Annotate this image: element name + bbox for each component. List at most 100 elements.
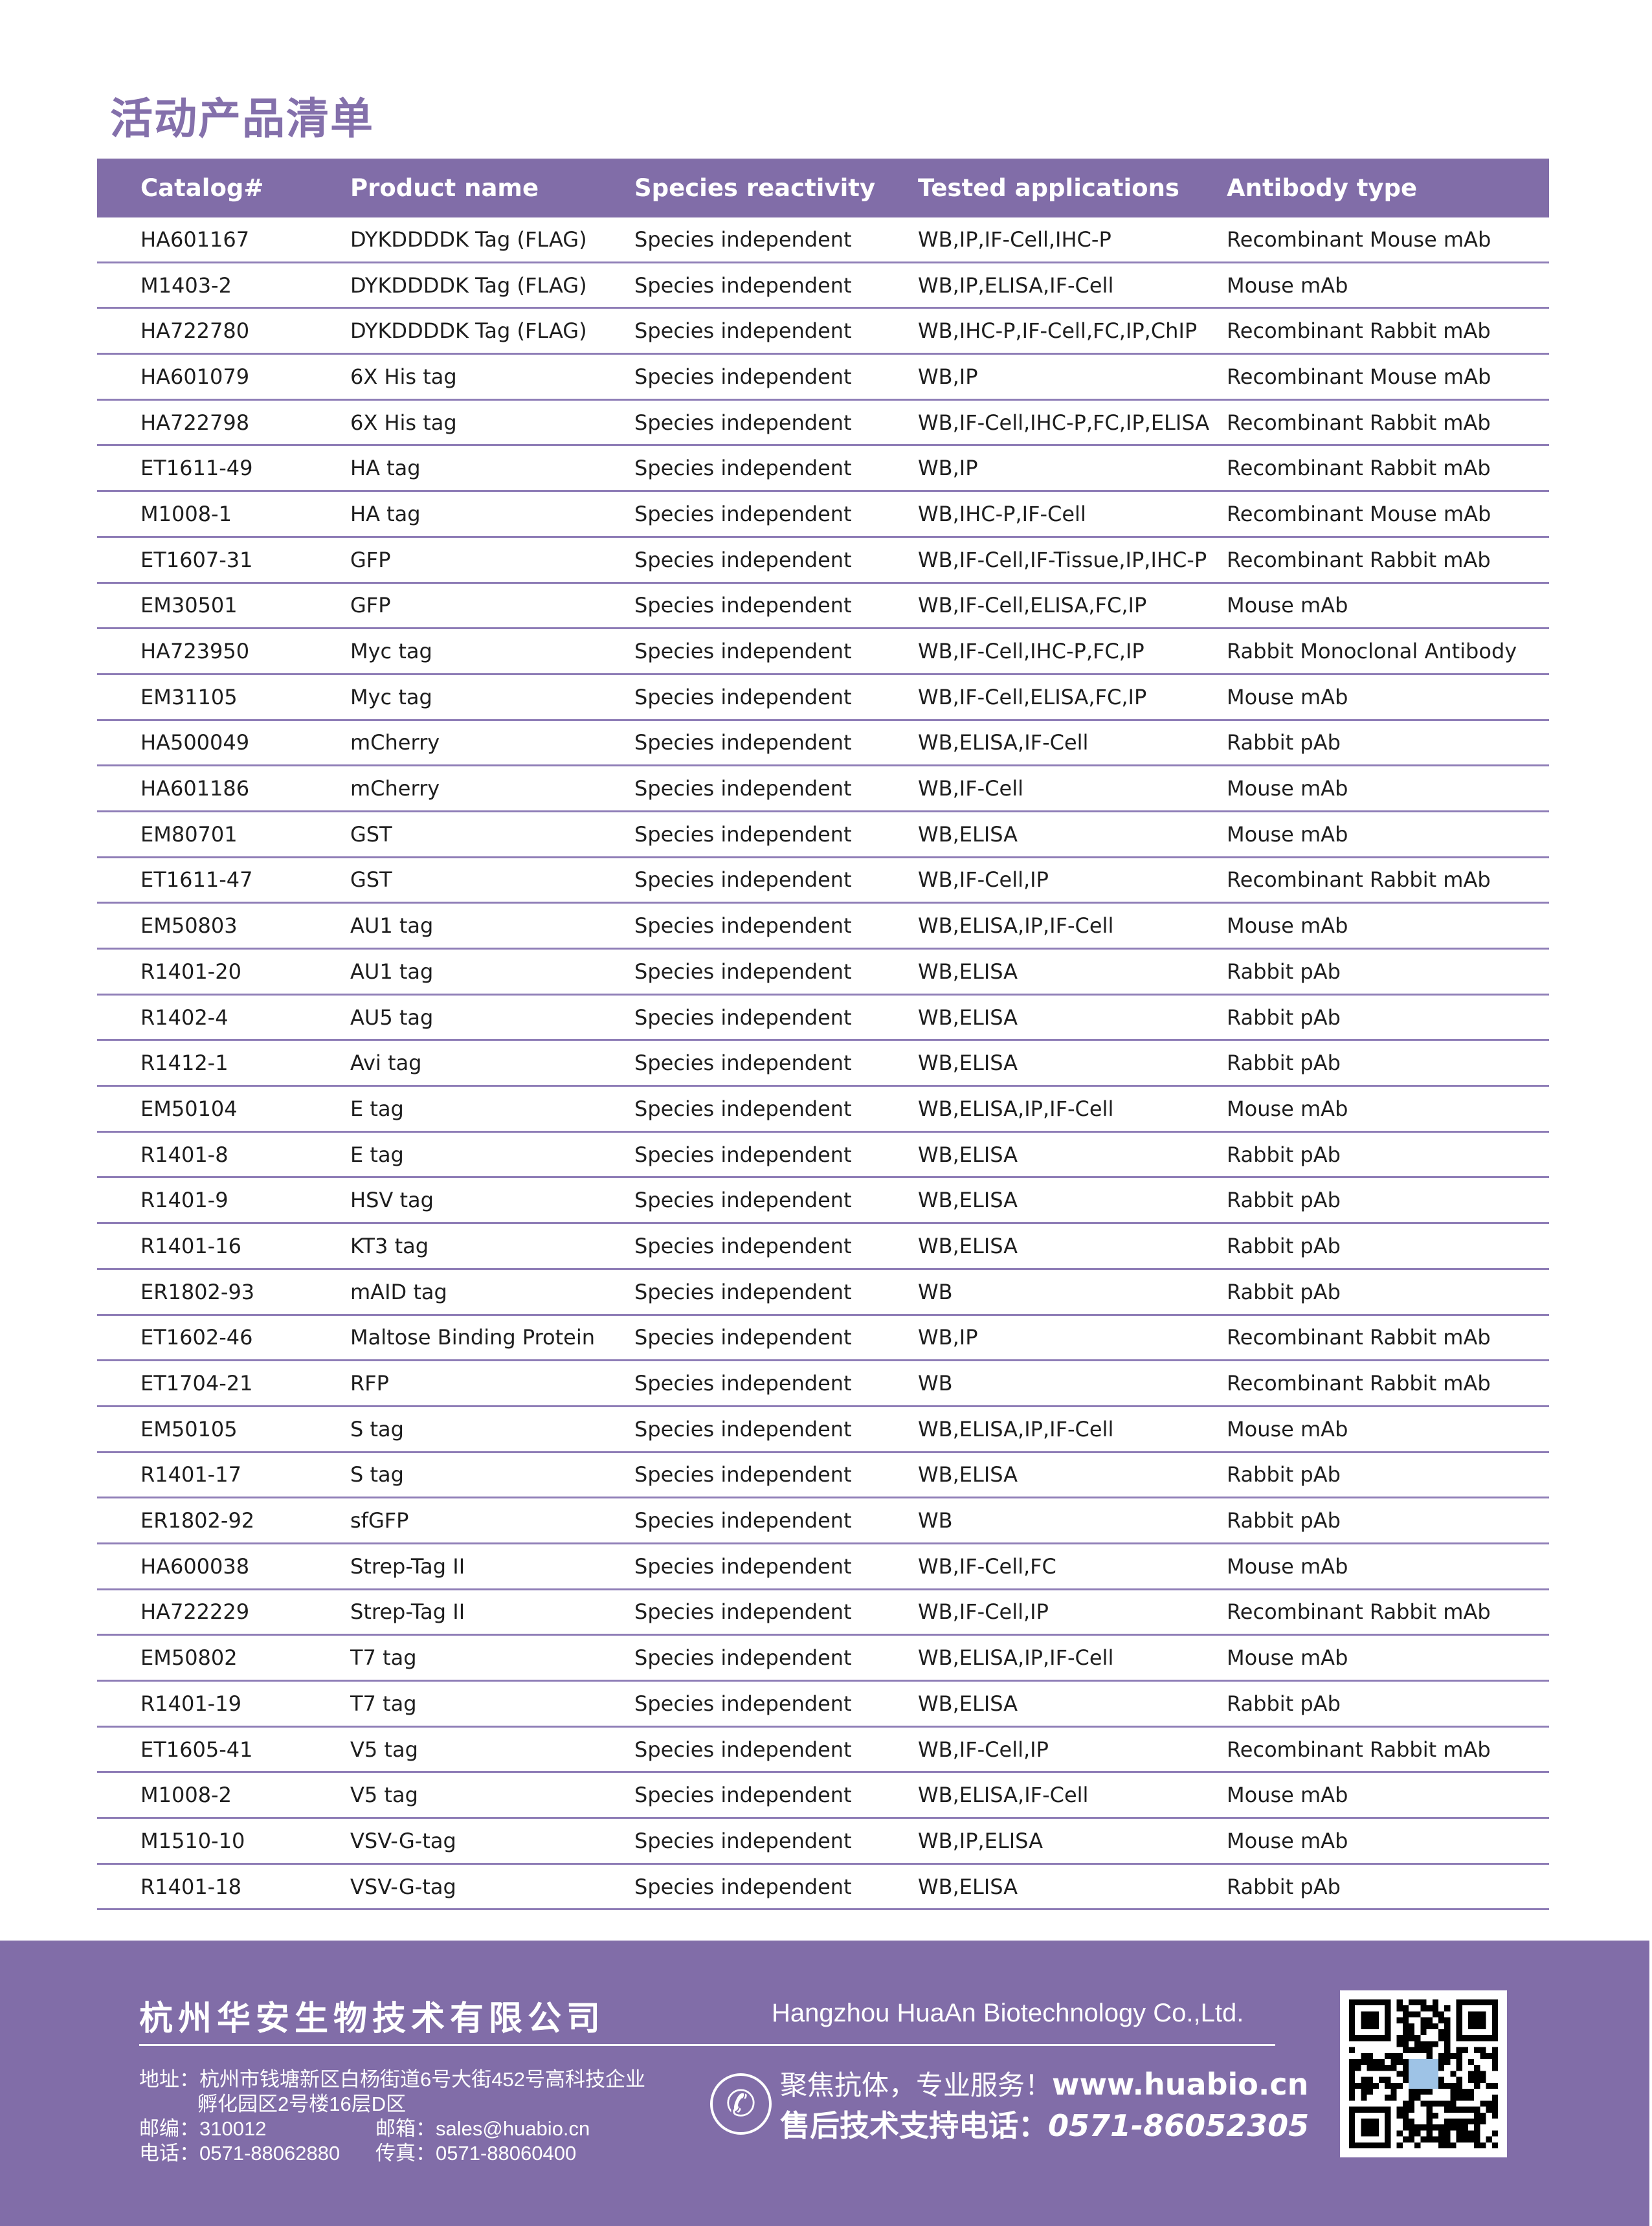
- applications-cell: WB,ELISA,IF-Cell: [918, 1783, 1089, 1808]
- species-cell: Species independent: [634, 1599, 852, 1625]
- product-name-cell: HA tag: [350, 501, 421, 526]
- catalog-cell: HA500049: [140, 730, 250, 755]
- catalog-cell: EM50104: [140, 1096, 238, 1121]
- species-cell: Species independent: [634, 456, 852, 481]
- table-row: M1008-1 HA tag Species independent WB,IHC-P…: [97, 492, 1549, 538]
- table-row: ET1611-47 GST Species independent WB,IF-Cel…: [97, 858, 1549, 904]
- species-cell: Species independent: [634, 364, 852, 389]
- product-name-cell: VSV-G-tag: [350, 1874, 456, 1899]
- product-name-cell: KT3 tag: [350, 1233, 429, 1258]
- catalog-cell: R1401-19: [140, 1691, 241, 1716]
- species-cell: Species independent: [634, 1828, 852, 1853]
- applications-cell: WB,IP,IF-Cell,IHC-P: [918, 227, 1111, 252]
- catalog-cell: HA600038: [140, 1553, 250, 1579]
- product-name-cell: GST: [350, 867, 392, 893]
- antibody-type-cell: Recombinant Rabbit mAb: [1227, 867, 1491, 893]
- applications-cell: WB,ELISA: [918, 1691, 1018, 1716]
- catalog-cell: R1401-17: [140, 1462, 241, 1487]
- company-name-en: Hangzhou HuaAn Biotechnology Co.,Ltd.: [772, 1999, 1244, 2027]
- applications-cell: WB,ELISA,IP,IF-Cell: [918, 1645, 1114, 1671]
- species-cell: Species independent: [634, 684, 852, 709]
- header-product-name: Product name: [350, 174, 539, 202]
- table-row: R1401-16 KT3 tag Species independent WB,ELI…: [97, 1224, 1549, 1270]
- table-row: EM50803 AU1 tag Species independent WB,ELIS…: [97, 904, 1549, 950]
- species-cell: Species independent: [634, 1783, 852, 1808]
- species-cell: Species independent: [634, 776, 852, 801]
- product-table: Catalog# Product name Species reactivity…: [97, 159, 1549, 1911]
- table-row: EM50105 S tag Species independent WB,ELISA,…: [97, 1407, 1549, 1453]
- product-name-cell: AU5 tag: [350, 1005, 434, 1030]
- email-link[interactable]: sales@huabio.cn: [436, 2117, 590, 2140]
- catalog-cell: ET1602-46: [140, 1325, 253, 1350]
- table-row: M1403-2 DYKDDDDK Tag (FLAG) Species indepe…: [97, 263, 1549, 309]
- species-cell: Species independent: [634, 1874, 852, 1899]
- catalog-cell: HA723950: [140, 639, 250, 664]
- antibody-type-cell: Recombinant Mouse mAb: [1227, 227, 1491, 252]
- address: 地址：杭州市钱塘新区白杨街道6号大街452号高科技企业: [139, 2067, 645, 2092]
- hotline-label: 售后技术支持电话：: [780, 2108, 1048, 2143]
- species-cell: Species independent: [634, 1553, 852, 1579]
- catalog-cell: ER1802-92: [140, 1508, 255, 1533]
- applications-cell: WB,IF-Cell,ELISA,FC,IP: [918, 684, 1147, 709]
- species-cell: Species independent: [634, 1142, 852, 1167]
- table-row: HA723950 Myc tag Species independent WB,IF-…: [97, 629, 1549, 675]
- fax-label: 传真：: [375, 2142, 436, 2165]
- product-name-cell: S tag: [350, 1462, 404, 1487]
- product-name-cell: GFP: [350, 547, 391, 572]
- page-title: 活动产品清单: [110, 94, 374, 144]
- species-cell: Species independent: [634, 1737, 852, 1762]
- species-cell: Species independent: [634, 273, 852, 298]
- table-row: ET1605-41 V5 tag Species independent WB,IF-…: [97, 1728, 1549, 1774]
- antibody-type-cell: Rabbit pAb: [1227, 1462, 1341, 1487]
- table-row: ET1607-31 GFP Species independent WB,IF-Cel…: [97, 538, 1549, 584]
- applications-cell: WB,IF-Cell,IP: [918, 1599, 1049, 1625]
- table-row: M1008-2 V5 tag Species independent WB,ELISA…: [97, 1773, 1549, 1820]
- table-row: EM80701 GST Species independent WB,ELISA Mou…: [97, 812, 1549, 858]
- phone-icon: ✆: [710, 2073, 772, 2135]
- species-cell: Species independent: [634, 1005, 852, 1030]
- species-cell: Species independent: [634, 639, 852, 664]
- email-label: 邮箱：: [375, 2117, 436, 2140]
- catalog-cell: M1510-10: [140, 1828, 245, 1853]
- catalog-cell: R1401-9: [140, 1188, 229, 1213]
- applications-cell: WB,ELISA,IP,IF-Cell: [918, 913, 1114, 939]
- table-row: EM31105 Myc tag Species independent WB,IF-C…: [97, 675, 1549, 721]
- table-header: Catalog# Product name Species reactivity…: [97, 159, 1549, 217]
- applications-cell: WB,ELISA: [918, 1051, 1018, 1076]
- table-row: R1401-17 S tag Species independent WB,ELISA…: [97, 1453, 1549, 1499]
- table-row: HA722780 DYKDDDDK Tag (FLAG) Species indep…: [97, 309, 1549, 355]
- catalog-cell: R1401-18: [140, 1874, 241, 1899]
- antibody-type-cell: Recombinant Mouse mAb: [1227, 364, 1491, 389]
- catalog-cell: R1412-1: [140, 1051, 229, 1076]
- catalog-cell: EM50105: [140, 1416, 238, 1441]
- product-name-cell: VSV-G-tag: [350, 1828, 456, 1853]
- antibody-type-cell: Mouse mAb: [1227, 1783, 1348, 1808]
- table-row: HA601186 mCherry Species independent WB,IF-…: [97, 766, 1549, 812]
- catalog-cell: ER1802-93: [140, 1279, 255, 1304]
- website-link[interactable]: www.huabio.cn: [1052, 2067, 1309, 2102]
- postcode-label: 邮编：: [139, 2117, 199, 2140]
- phone-label: 电话：: [139, 2142, 199, 2165]
- antibody-type-cell: Recombinant Rabbit mAb: [1227, 318, 1491, 344]
- catalog-cell: ET1611-49: [140, 456, 253, 481]
- catalog-cell: M1008-1: [140, 501, 232, 526]
- antibody-type-cell: Rabbit pAb: [1227, 1279, 1341, 1304]
- applications-cell: WB,IP,ELISA: [918, 1828, 1043, 1853]
- applications-cell: WB,IP,ELISA,IF-Cell: [918, 273, 1114, 298]
- species-cell: Species independent: [634, 730, 852, 755]
- antibody-type-cell: Rabbit pAb: [1227, 1142, 1341, 1167]
- product-name-cell: T7 tag: [350, 1691, 417, 1716]
- species-cell: Species independent: [634, 1325, 852, 1350]
- table-row: EM50802 T7 tag Species independent WB,ELISA…: [97, 1636, 1549, 1682]
- antibody-type-cell: Recombinant Rabbit mAb: [1227, 1599, 1491, 1625]
- product-name-cell: S tag: [350, 1416, 404, 1441]
- product-name-cell: E tag: [350, 1096, 404, 1121]
- antibody-type-cell: Recombinant Rabbit mAb: [1227, 1371, 1491, 1396]
- product-name-cell: 6X His tag: [350, 410, 457, 435]
- product-name-cell: mAID tag: [350, 1279, 447, 1304]
- hotline-number: 0571-86052305: [1048, 2108, 1310, 2143]
- product-name-cell: V5 tag: [350, 1783, 418, 1808]
- table-row: HA722798 6X His tag Species independent WB,…: [97, 401, 1549, 447]
- phone: 电话：0571-88062880: [139, 2141, 340, 2166]
- antibody-type-cell: Recombinant Rabbit mAb: [1227, 410, 1491, 435]
